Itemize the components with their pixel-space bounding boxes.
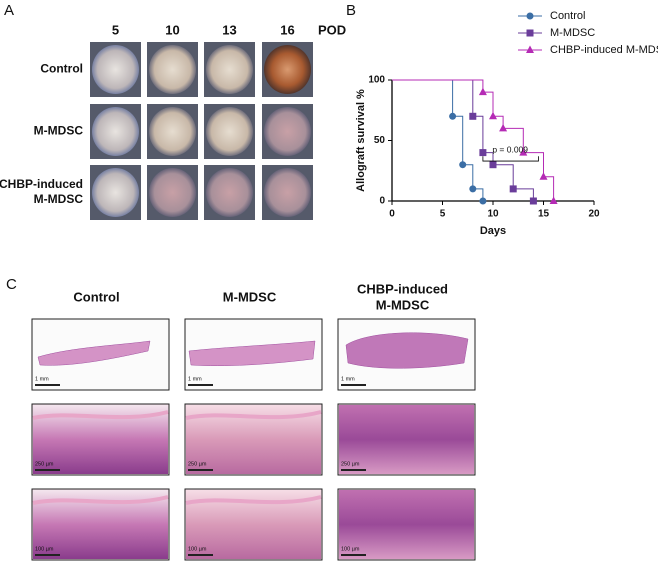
scale-bar-label: 250 µm (188, 461, 207, 467)
panel-label: C (6, 276, 17, 293)
row-label: M-MDSC (34, 192, 84, 206)
legend-label: Control (550, 10, 585, 22)
x-tick-label: 20 (588, 209, 600, 220)
graft (206, 168, 253, 217)
graft (149, 168, 196, 217)
tissue-section (345, 332, 469, 369)
row-label: CHBP-induced (0, 177, 83, 191)
marker (549, 196, 558, 204)
column-header: 5 (112, 22, 119, 37)
graft (92, 107, 139, 156)
survival-line (392, 79, 534, 201)
tissue-section (188, 340, 316, 366)
scale-bar-label: 250 µm (341, 461, 360, 467)
y-tick-label: 0 (379, 196, 385, 207)
x-tick-label: 0 (389, 209, 395, 220)
column-header: 13 (222, 22, 236, 37)
y-tick-label: 100 (368, 75, 385, 86)
legend-label: CHBP-induced M-MDSC (550, 44, 658, 56)
epidermis (185, 410, 322, 420)
legend-marker (526, 29, 534, 37)
marker (529, 197, 537, 205)
scale-bar-label: 250 µm (35, 461, 54, 467)
column-header: Control (73, 289, 119, 304)
y-axis-label: Allograft survival % (355, 89, 367, 192)
panel-label: A (4, 2, 14, 19)
tissue-section (37, 340, 151, 366)
graft (92, 168, 139, 217)
x-tick-label: 15 (538, 209, 550, 220)
marker (469, 185, 477, 193)
annotation: p = 0.009 (492, 144, 528, 154)
graft (149, 45, 196, 94)
marker (479, 149, 487, 157)
graft (264, 45, 311, 94)
marker (489, 161, 497, 169)
scale-bar-label: 1 mm (35, 376, 49, 382)
graft (149, 107, 196, 156)
scale-bar-label: 1 mm (341, 376, 355, 382)
column-unit: POD (318, 22, 346, 37)
column-header: CHBP-induced (357, 281, 448, 296)
marker (519, 148, 528, 156)
panel-label: B (346, 2, 356, 19)
x-axis-label: Days (480, 225, 506, 237)
tissue-section (339, 490, 474, 559)
marker (449, 112, 457, 120)
scale-bar-label: 100 µm (188, 546, 207, 552)
y-tick-label: 50 (374, 135, 386, 146)
legend-marker (526, 12, 534, 20)
row-label: M-MDSC (34, 124, 84, 138)
survival-line (392, 79, 484, 201)
graft (206, 45, 253, 94)
epidermis (185, 495, 322, 505)
column-header: M-MDSC (223, 289, 277, 304)
scale-bar-label: 1 mm (188, 376, 202, 382)
graft (264, 168, 311, 217)
marker (509, 185, 517, 193)
marker (469, 112, 477, 120)
legend-marker (526, 45, 534, 53)
marker (479, 197, 487, 205)
column-header: 16 (280, 22, 294, 37)
marker (459, 161, 467, 169)
marker (499, 123, 508, 132)
marker (539, 172, 548, 180)
tissue-section (339, 405, 474, 474)
row-label: Control (40, 62, 83, 76)
legend-label: M-MDSC (550, 27, 595, 39)
scale-bar-label: 100 µm (341, 546, 360, 552)
epidermis (32, 495, 169, 505)
column-header: M-MDSC (376, 297, 430, 312)
graft (206, 107, 253, 156)
marker (489, 111, 497, 120)
annotation-bracket (482, 156, 539, 162)
marker (478, 87, 487, 96)
x-tick-label: 5 (440, 209, 446, 220)
scale-bar-label: 100 µm (35, 546, 54, 552)
graft (92, 45, 139, 94)
graft (264, 107, 311, 156)
epidermis (32, 410, 169, 420)
column-header: 10 (165, 22, 179, 37)
x-tick-label: 10 (487, 209, 499, 220)
